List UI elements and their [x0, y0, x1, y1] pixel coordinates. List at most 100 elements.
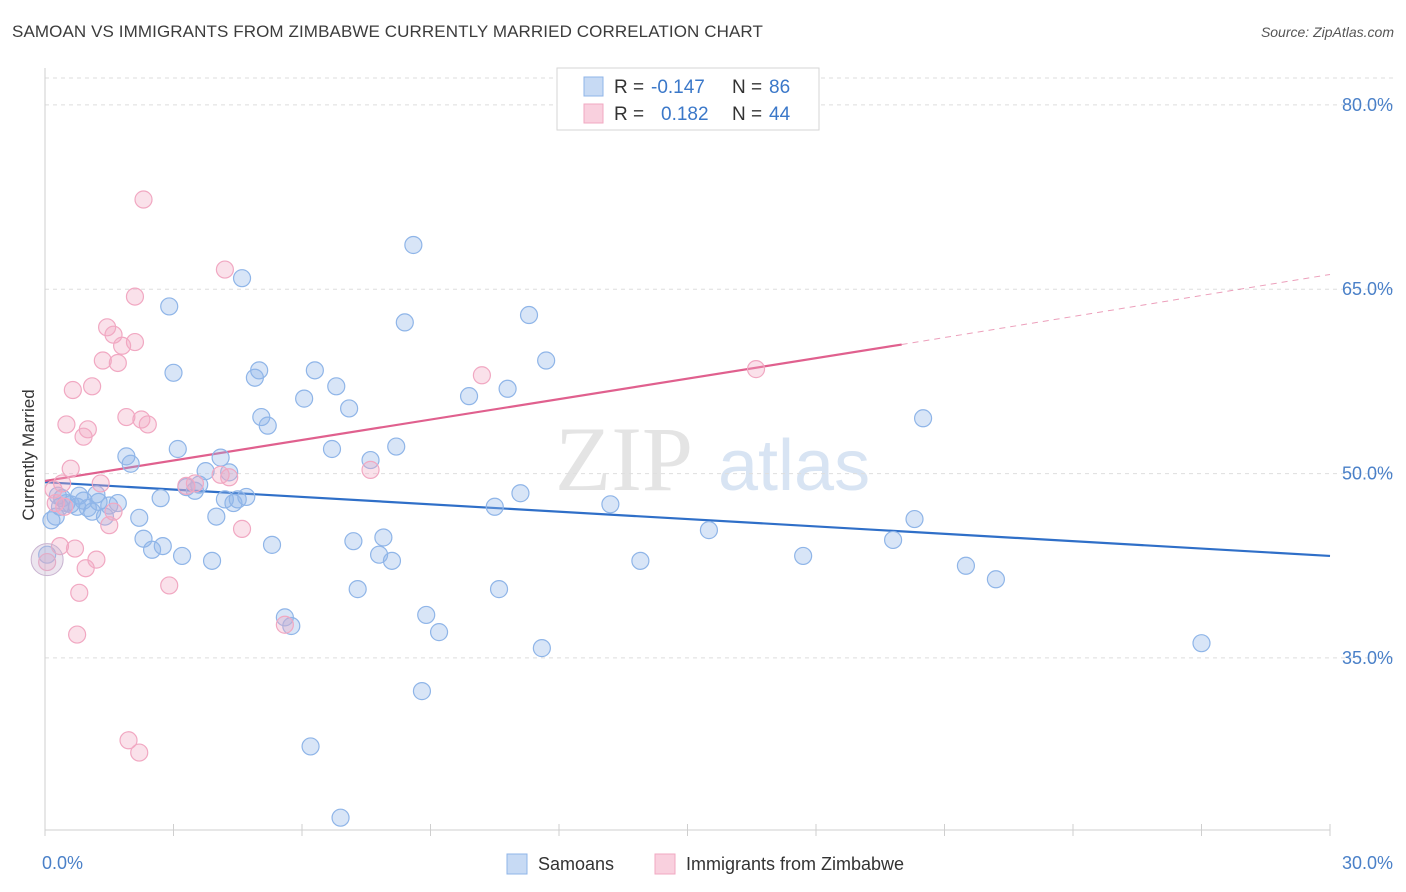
- zimbabwe-trend-line: [44, 343, 902, 483]
- correlation-legend: R = -0.147 N = 86 R = 0.182 N = 44: [556, 67, 820, 131]
- zimbabwe-point: [119, 731, 138, 750]
- samoans-point: [38, 545, 57, 564]
- samoans-trend-line: [44, 481, 1331, 558]
- zimbabwe-point: [87, 550, 106, 569]
- samoans-point: [382, 551, 402, 570]
- samoans-point: [374, 528, 393, 547]
- legend-r-label-2: R =: [614, 104, 644, 125]
- samoans-point: [322, 439, 342, 459]
- zimbabwe-point: [138, 415, 157, 434]
- zimbabwe-point: [125, 332, 145, 352]
- zimbabwe-point: [57, 415, 76, 434]
- series-label-samoans: Samoans: [538, 854, 614, 874]
- samoans-point: [883, 530, 903, 550]
- samoans-point: [340, 399, 359, 418]
- samoans-point: [412, 682, 432, 701]
- samoans-point: [429, 623, 449, 642]
- zimbabwe-point: [78, 420, 97, 439]
- samoans-point: [913, 409, 933, 428]
- samoans-point: [121, 454, 140, 473]
- zimbabwe-point: [38, 552, 57, 572]
- series-swatch-samoans: [506, 853, 528, 875]
- y-tick-label: 65.0%: [1342, 279, 1393, 299]
- zimbabwe-point: [215, 260, 234, 279]
- zimbabwe-point: [70, 583, 89, 602]
- samoans-point: [295, 389, 314, 408]
- zimbabwe-point: [746, 360, 766, 379]
- zimbabwe-point: [61, 459, 80, 478]
- zimbabwe-point: [232, 519, 252, 538]
- samoans-point: [489, 580, 509, 599]
- samoans-point: [95, 507, 115, 526]
- samoans-point: [164, 363, 183, 382]
- samoans-point: [905, 509, 924, 529]
- zimbabwe-point: [93, 351, 112, 370]
- samoans-point: [404, 235, 423, 255]
- samoans-point: [153, 536, 172, 556]
- samoans-point: [108, 493, 127, 513]
- zimbabwe-point: [125, 287, 145, 306]
- samoans-point: [532, 639, 551, 658]
- samoans-point: [160, 297, 179, 316]
- samoans-point: [211, 448, 230, 467]
- zimbabwe-point: [91, 474, 110, 493]
- zimbabwe-point: [275, 615, 294, 634]
- y-tick-label: 50.0%: [1342, 464, 1393, 484]
- samoans-point: [305, 361, 324, 380]
- zimbabwe-point: [130, 743, 149, 762]
- y-tick-label: 35.0%: [1342, 648, 1393, 668]
- samoans-point: [511, 484, 530, 503]
- samoans-point: [601, 495, 620, 514]
- zimbabwe-point: [83, 377, 102, 396]
- zimbabwe-point: [55, 497, 74, 516]
- legend-n-label-1: N =: [732, 77, 762, 98]
- samoans-point: [956, 556, 976, 575]
- legend-r-label-1: R =: [614, 77, 644, 98]
- legend-n-value-2: 44: [769, 104, 791, 125]
- samoans-point: [207, 507, 226, 526]
- zimbabwe-point: [185, 474, 205, 493]
- zimbabwe-point: [117, 407, 136, 427]
- samoans-point: [232, 269, 252, 288]
- data-points: [30, 190, 1211, 827]
- samoans-point: [327, 377, 346, 396]
- samoans-point: [519, 305, 539, 325]
- zimbabwe-point: [68, 625, 87, 644]
- watermark-zip: ZIP: [555, 408, 693, 510]
- samoans-point: [142, 540, 162, 559]
- grid-lines: [45, 77, 1393, 659]
- zimbabwe-point: [361, 460, 380, 479]
- zimbabwe-point: [65, 539, 85, 558]
- samoans-point: [348, 580, 367, 599]
- zimbabwe-point: [160, 576, 179, 595]
- samoans-point: [344, 532, 363, 551]
- zimbabwe-point: [53, 474, 72, 493]
- legend-n-value-1: 86: [769, 77, 790, 98]
- zimbabwe-point: [220, 468, 239, 487]
- legend-n-label-2: N =: [732, 104, 762, 125]
- legend-swatch-samoans: [583, 76, 604, 97]
- samoans-point: [417, 605, 436, 625]
- zimbabwe-point: [100, 516, 119, 535]
- samoans-point: [196, 462, 215, 481]
- samoans-point: [262, 535, 282, 554]
- samoans-point: [331, 808, 350, 827]
- cluster-point: [30, 543, 64, 577]
- samoans-point: [459, 387, 479, 406]
- samoans-point: [87, 485, 106, 504]
- samoans-point: [485, 497, 504, 516]
- samoans-point: [498, 379, 517, 398]
- zimbabwe-point: [98, 318, 117, 337]
- samoans-point: [202, 551, 222, 570]
- trend-lines: [44, 273, 1331, 558]
- samoans-point: [130, 508, 149, 527]
- legend-swatch-zimbabwe: [583, 103, 604, 124]
- x-tick-label: 0.0%: [42, 853, 83, 873]
- axes: 35.0% 50.0% 65.0% 80.0% 0.0% 30.0%: [42, 68, 1393, 873]
- watermark-atlas: atlas: [718, 426, 870, 506]
- zimbabwe-point: [104, 502, 123, 521]
- samoans-point: [361, 450, 380, 470]
- samoans-point: [631, 551, 650, 570]
- zimbabwe-trend-extension: [901, 273, 1331, 346]
